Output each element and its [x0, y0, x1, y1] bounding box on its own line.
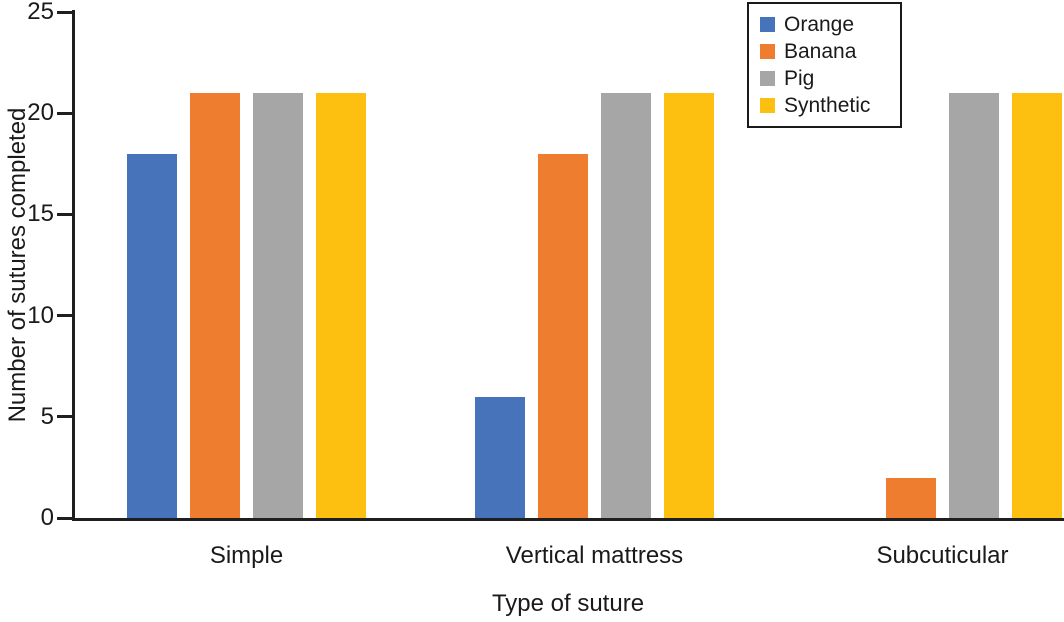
bar-banana-simple [190, 92, 240, 518]
legend-item-synthetic: Synthetic [760, 92, 896, 119]
x-axis-line [72, 518, 1064, 521]
bar-synthetic-subcuticular [1012, 92, 1062, 518]
legend-swatch-orange [760, 17, 775, 32]
bar-synthetic-vertical-mattress [664, 92, 714, 518]
bar-orange-simple [127, 153, 177, 518]
bar-pig-subcuticular [949, 92, 999, 518]
legend-swatch-synthetic [760, 98, 775, 113]
legend-label-synthetic: Synthetic [784, 94, 871, 117]
bar-banana-vertical-mattress [538, 153, 588, 518]
y-tick-label-0: 0 [40, 504, 54, 531]
legend-item-orange: Orange [760, 11, 896, 38]
legend-label-banana: Banana [784, 40, 857, 63]
y-tick-10 [57, 314, 72, 318]
bar-pig-vertical-mattress [601, 92, 651, 518]
y-tick-label-25: 25 [27, 0, 54, 26]
legend: Orange Banana Pig Synthetic [747, 2, 902, 128]
legend-swatch-pig [760, 71, 775, 86]
legend-label-orange: Orange [784, 13, 855, 36]
x-axis-title: Type of suture [491, 590, 645, 617]
category-label-vertical-mattress: Vertical mattress [505, 542, 684, 569]
bar-pig-simple [253, 92, 303, 518]
legend-item-pig: Pig [760, 65, 896, 92]
bar-orange-vertical-mattress [475, 396, 525, 518]
y-tick-0 [57, 516, 72, 520]
y-axis-title: Number of sutures completed [4, 107, 31, 423]
y-tick-label-5: 5 [40, 402, 54, 430]
y-tick-15 [57, 212, 72, 216]
y-tick-20 [57, 111, 72, 115]
y-tick-25 [57, 10, 72, 14]
bar-banana-subcuticular [886, 477, 936, 518]
category-label-simple: Simple [209, 542, 284, 569]
y-tick-5 [57, 415, 72, 419]
legend-label-pig: Pig [784, 67, 815, 90]
bar-synthetic-simple [316, 92, 366, 518]
y-tick-label-20: 20 [27, 99, 54, 127]
y-tick-label-15: 15 [27, 200, 54, 228]
y-tick-label-10: 10 [27, 301, 54, 329]
category-label-subcuticular: Subcuticular [876, 542, 1009, 569]
legend-swatch-banana [760, 44, 775, 59]
legend-item-banana: Banana [760, 38, 896, 65]
y-axis-line [72, 10, 75, 521]
